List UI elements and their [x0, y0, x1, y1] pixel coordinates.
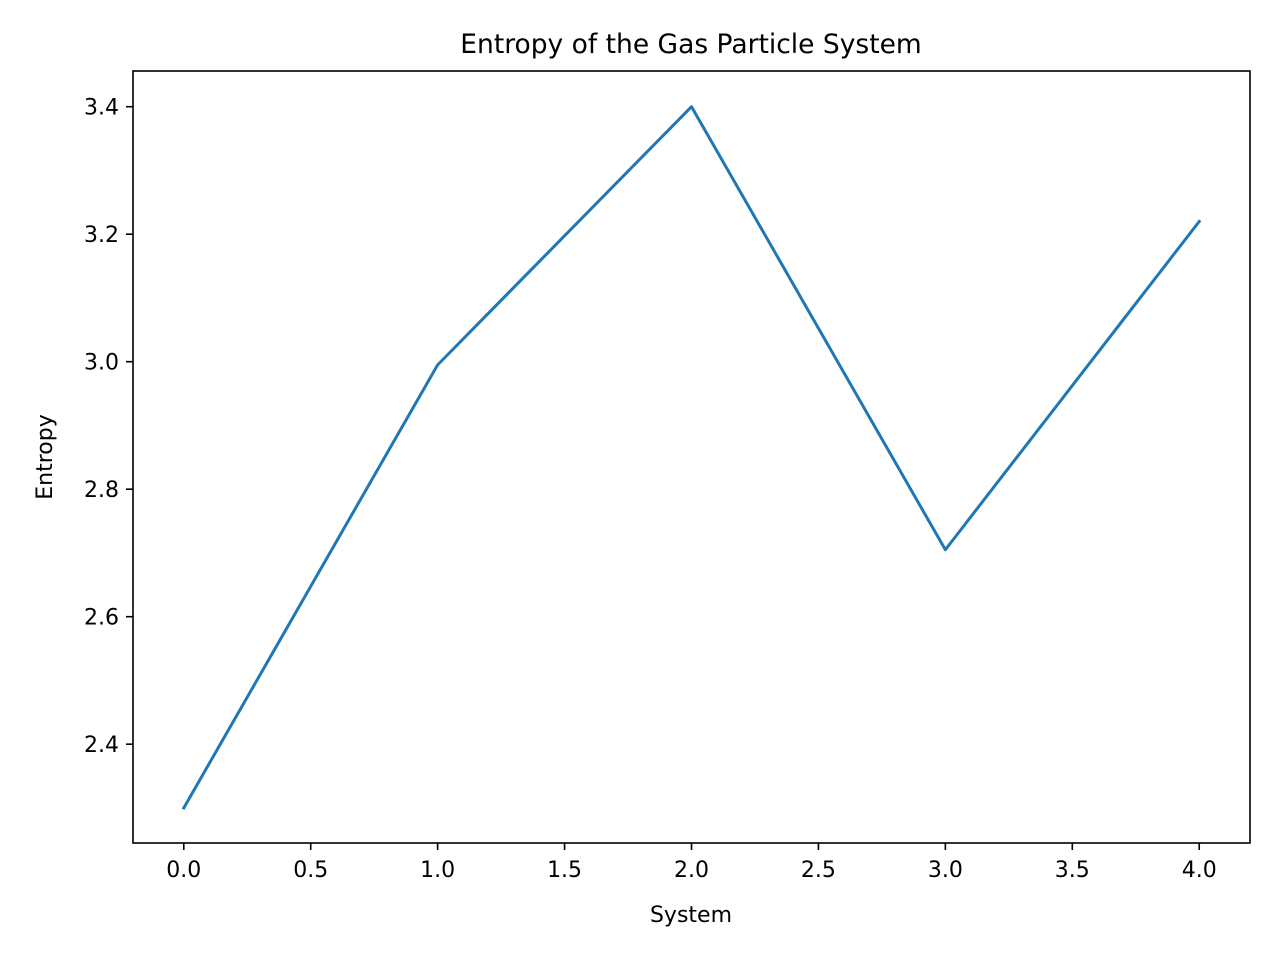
x-axis: 0.0 0.5 1.0 1.5 2.0 2.5 3.0 3.5 4.0: [166, 843, 1217, 883]
x-tick-label: 3.0: [928, 858, 963, 883]
y-tick-label: 3.2: [84, 223, 119, 248]
y-tick-label: 3.0: [84, 351, 119, 376]
x-tick-label: 0.0: [166, 858, 201, 883]
y-tick-label: 2.4: [84, 733, 119, 758]
chart-title: Entropy of the Gas Particle System: [460, 29, 921, 60]
y-axis-title: Entropy: [33, 414, 58, 499]
y-axis: 2.4 2.6 2.8 3.0 3.2 3.4: [84, 96, 133, 758]
x-tick-label: 0.5: [293, 858, 328, 883]
series-layer: [181, 105, 1202, 810]
x-tick-label: 2.5: [801, 858, 836, 883]
plot-frame: [132, 70, 1251, 844]
x-tick-label: 4.0: [1182, 858, 1217, 883]
plot-area: [133, 71, 1250, 843]
x-tick-label: 2.0: [674, 858, 709, 883]
x-tick-label: 1.0: [420, 858, 455, 883]
y-tick-label: 2.8: [84, 478, 119, 503]
x-tick-label: 3.5: [1055, 858, 1090, 883]
y-tick-label: 3.4: [84, 96, 119, 121]
y-tick-label: 2.6: [84, 606, 119, 631]
x-axis-title: System: [650, 903, 732, 928]
x-tick-label: 1.5: [547, 858, 582, 883]
